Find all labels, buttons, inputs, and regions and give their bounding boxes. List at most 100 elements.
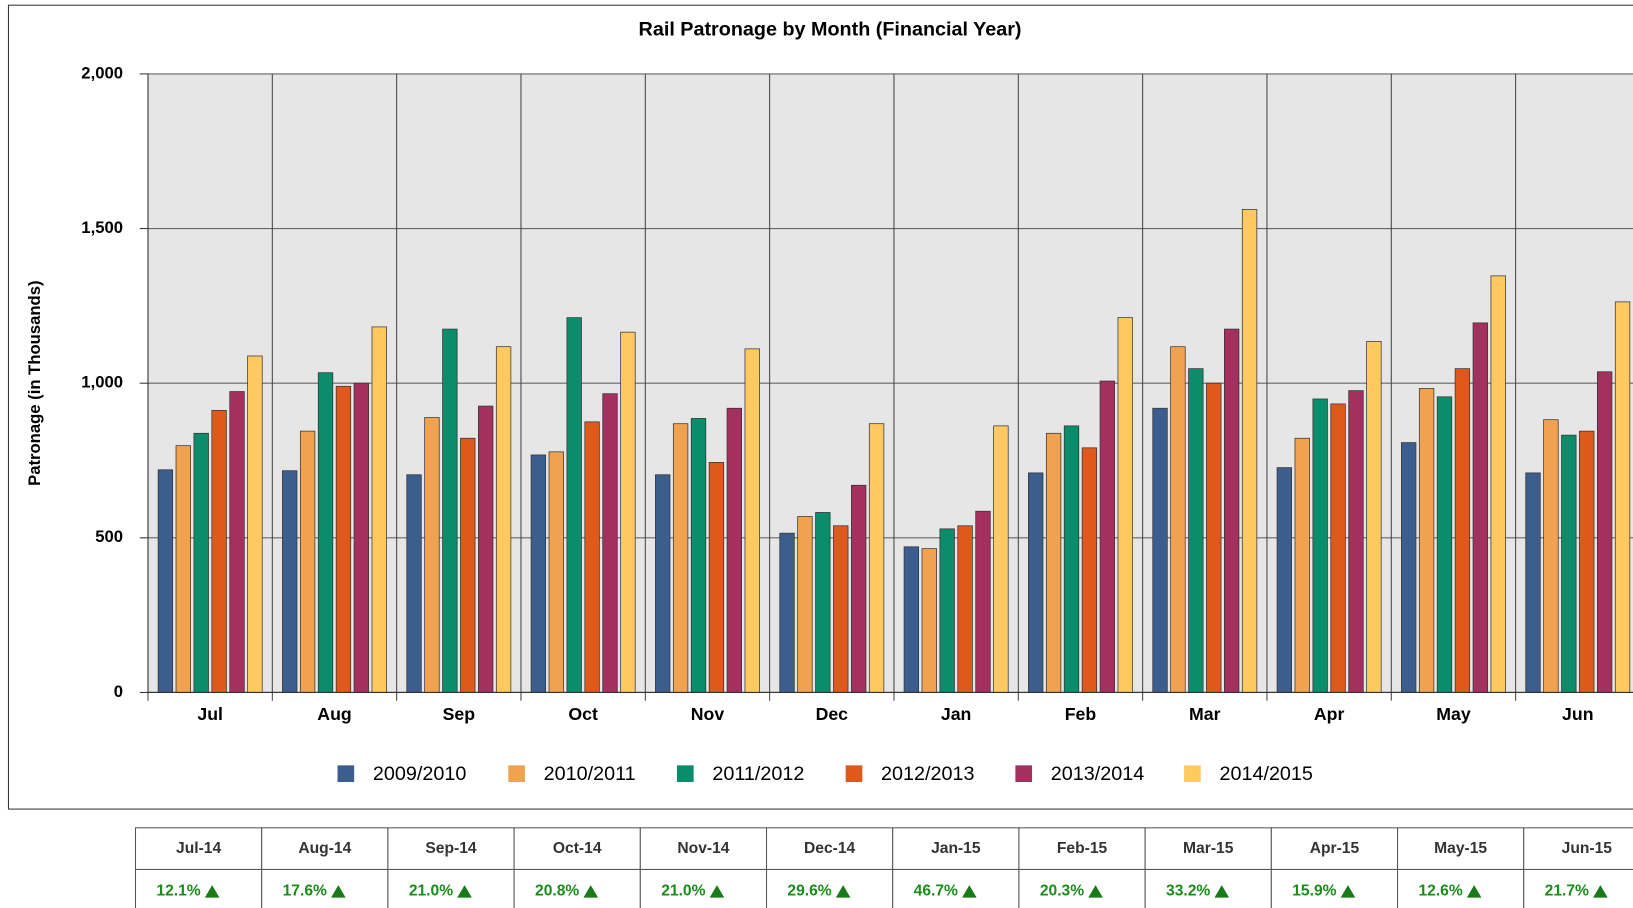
bar (1436, 396, 1453, 693)
x-tick-label: Nov (691, 704, 725, 724)
bar (1241, 209, 1258, 693)
bar (1206, 382, 1222, 693)
bar (672, 423, 689, 693)
table-cell (1523, 868, 1633, 908)
bar (1045, 432, 1062, 693)
bar (175, 445, 191, 693)
bar (211, 410, 227, 693)
table-cell (765, 868, 894, 908)
table-value: 20.8% (535, 882, 579, 899)
bar (1579, 430, 1595, 693)
table-value: 20.3% (1040, 882, 1084, 899)
bar (229, 391, 245, 693)
table-cell (1397, 868, 1525, 908)
y-tick-label: 500 (95, 527, 123, 546)
bar (868, 423, 885, 693)
table-cell (134, 827, 263, 870)
bar (939, 528, 955, 693)
bar (726, 407, 742, 693)
bar (993, 425, 1009, 693)
bar (833, 525, 849, 693)
legend-swatch (337, 765, 355, 783)
table-cell (513, 827, 641, 870)
y-tick-label: 2,000 (81, 63, 123, 82)
x-tick-label: Dec (816, 704, 849, 724)
bar (406, 474, 422, 693)
up-arrow (962, 885, 977, 898)
y-tick-label: 1,500 (81, 218, 123, 237)
bar (1170, 346, 1186, 693)
bar (1472, 322, 1488, 693)
x-tick-label: Mar (1189, 704, 1221, 724)
up-arrow (1466, 885, 1482, 898)
bar (1454, 368, 1471, 693)
bar (1152, 407, 1168, 693)
bar (1348, 390, 1364, 693)
bar (1117, 317, 1133, 693)
legend-label: 2014/2015 (1219, 763, 1312, 785)
legend-swatch (845, 765, 863, 783)
table-cell (892, 827, 1020, 870)
table-cell (1144, 827, 1272, 870)
legend-swatch (508, 765, 525, 783)
bar (530, 454, 547, 693)
bar (851, 484, 867, 693)
x-tick-label: Aug (317, 704, 351, 724)
legend-label: 2009/2010 (373, 763, 466, 785)
bar (1418, 388, 1435, 693)
table-value: 21.7% (1545, 882, 1589, 899)
legend-swatch (676, 765, 694, 783)
up-arrow (1214, 885, 1230, 898)
table-value: 12.6% (1418, 882, 1462, 899)
bar (1614, 301, 1631, 693)
x-tick-label: Apr (1314, 704, 1345, 724)
bar (247, 355, 263, 693)
bar (548, 451, 564, 693)
x-tick-label: Sep (443, 704, 476, 724)
bar (282, 470, 298, 693)
bar (1188, 368, 1204, 693)
table-header: Feb-15 (1057, 840, 1108, 857)
bar (1028, 472, 1044, 693)
table-header: Oct-14 (553, 840, 602, 857)
table-cell (765, 827, 894, 870)
table-cell (1397, 827, 1525, 870)
table-header: May-15 (1434, 840, 1487, 857)
table-header: Jun-15 (1562, 840, 1613, 857)
bar (708, 461, 725, 693)
bar (460, 437, 476, 693)
legend-swatch (1184, 765, 1201, 783)
bar (1330, 403, 1346, 693)
bar (371, 326, 387, 693)
bar (193, 432, 209, 693)
bar (1081, 447, 1098, 693)
bar (797, 516, 813, 693)
table-value: 21.0% (409, 882, 453, 899)
bar (584, 421, 600, 693)
bar (1401, 442, 1417, 693)
bar (690, 418, 707, 693)
table-cell (387, 827, 515, 870)
table-header: Aug-14 (298, 840, 351, 857)
table-cell (261, 868, 389, 908)
x-tick-label: Feb (1065, 704, 1097, 724)
bar (1366, 341, 1382, 693)
bar (1561, 434, 1577, 693)
bar (335, 385, 352, 693)
bar (620, 331, 636, 693)
bar (1224, 328, 1240, 693)
x-tick-label: May (1436, 704, 1471, 724)
up-arrow (583, 885, 599, 898)
up-arrow (331, 885, 346, 898)
table-cell (1270, 868, 1399, 908)
table-value: 21.0% (661, 882, 705, 899)
bar (317, 372, 334, 693)
bar (1596, 371, 1613, 693)
bar (921, 548, 937, 693)
bar (1099, 380, 1115, 693)
x-tick-label: Jan (941, 704, 971, 724)
table-cell (639, 868, 768, 908)
bar (957, 525, 973, 693)
up-arrow (204, 885, 220, 898)
x-tick-label: Jun (1562, 704, 1593, 724)
